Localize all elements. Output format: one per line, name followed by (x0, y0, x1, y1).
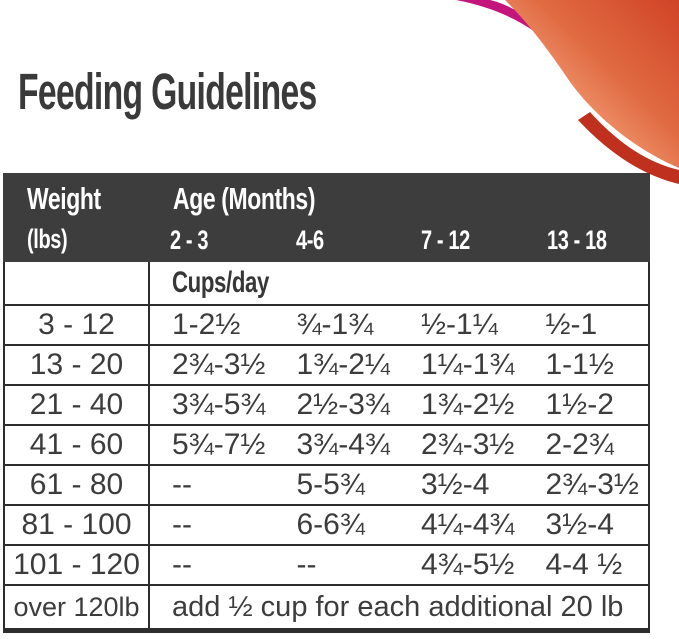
table-row: 41 - 60 5¾-7½ 3¾-4¾ 2¾-3½ 2-2¾ (5, 424, 648, 464)
weight-cell: 21 - 40 (5, 386, 150, 424)
value-cell: -- (296, 548, 317, 581)
value-cell: 2¾-3½ (421, 428, 515, 461)
value-cell: 1-2½ (172, 308, 241, 341)
units-row: Cups/day (5, 262, 648, 304)
table-row: 81 - 100 -- 6-6¾ 4¼-4¾ 3½-4 (5, 504, 648, 544)
age-range-header-13-18: 13 - 18 (546, 224, 607, 255)
table-body: Cups/day 3 - 12 1-2½ ¾-1¾ ½-1¼ ½-1 13 - … (3, 262, 650, 633)
value-cell: 3¾-5¾ (172, 388, 266, 421)
value-cell: 1-1½ (545, 348, 614, 381)
weight-cell: 81 - 100 (5, 506, 150, 544)
swoosh-red-band (578, 112, 679, 184)
value-cell: ½-1¼ (421, 308, 498, 341)
value-cell: 3½-4 (545, 508, 614, 541)
weight-cell: over 120lb (5, 586, 150, 628)
weight-cell: 41 - 60 (5, 426, 150, 464)
value-cell: 5¾-7½ (172, 428, 266, 461)
value-cell: 3¾-4¾ (296, 428, 390, 461)
value-cell: 1¾-2¼ (296, 348, 390, 381)
units-label: Cups/day (172, 266, 269, 299)
table-row: 13 - 20 2¾-3½ 1¾-2¼ 1¼-1¾ 1-1½ (5, 344, 648, 384)
swoosh-orange-body (505, 0, 679, 168)
table-row: 101 - 120 -- -- 4¾-5½ 4-4 ½ (5, 544, 648, 584)
empty-cell (5, 262, 150, 304)
weight-unit-label: (lbs) (27, 224, 68, 254)
age-range-header-7-12: 7 - 12 (421, 224, 470, 255)
table-row: 3 - 12 1-2½ ¾-1¾ ½-1¼ ½-1 (5, 304, 648, 344)
weight-cell: 13 - 20 (5, 346, 150, 384)
feeding-table: Weight (lbs) Age (Months) 2 - 3 4-6 7 - … (3, 173, 650, 633)
value-cell: 2-2¾ (545, 428, 614, 461)
age-range-header-2-3: 2 - 3 (170, 224, 209, 255)
page-title: Feeding Guidelines (18, 63, 470, 120)
value-cell: -- (172, 548, 192, 581)
table-header: Weight (lbs) Age (Months) 2 - 3 4-6 7 - … (3, 173, 650, 262)
value-cell: ¾-1¾ (296, 308, 374, 341)
footer-note-cell: add ½ cup for each additional 20 lb (172, 590, 624, 623)
weight-cell: 3 - 12 (5, 306, 150, 344)
weight-cell: 101 - 120 (5, 546, 150, 584)
value-cell: 2¾-3½ (172, 348, 266, 381)
brand-swoosh-graphic (456, 0, 679, 184)
age-range-header-4-6: 4-6 (295, 224, 324, 255)
age-months-header: Age (Months) (173, 181, 316, 216)
swoosh-magenta-edge (456, 0, 560, 52)
table-row: 21 - 40 3¾-5¾ 2½-3¾ 1¾-2½ 1½-2 (5, 384, 648, 424)
value-cell: 4¼-4¾ (421, 508, 515, 541)
value-cell: 4-4 ½ (545, 548, 623, 581)
value-cell: 2¾-3½ (545, 468, 639, 501)
value-cell: 5-5¾ (296, 468, 365, 501)
value-cell: 1¼-1¾ (421, 348, 515, 381)
value-cell: 4¾-5½ (421, 548, 515, 581)
value-cell: 1¾-2½ (421, 388, 515, 421)
page-title-text: Feeding Guidelines (18, 63, 317, 120)
value-cell: -- (172, 468, 192, 501)
weight-column-header: Weight (27, 181, 101, 216)
units-cell: Cups/day (150, 262, 648, 304)
table-row: 61 - 80 -- 5-5¾ 3½-4 2¾-3½ (5, 464, 648, 504)
value-cell: 1½-2 (545, 388, 614, 421)
table-footer-row: over 120lb add ½ cup for each additional… (5, 584, 648, 628)
value-cell: ½-1 (545, 308, 598, 341)
value-cell: -- (172, 508, 192, 541)
age-range-header-row: 2 - 3 4-6 7 - 12 13 - 18 (148, 222, 650, 258)
value-cell: 3½-4 (421, 468, 490, 501)
value-cell: 6-6¾ (296, 508, 365, 541)
weight-cell: 61 - 80 (5, 466, 150, 504)
value-cell: 2½-3¾ (296, 388, 390, 421)
